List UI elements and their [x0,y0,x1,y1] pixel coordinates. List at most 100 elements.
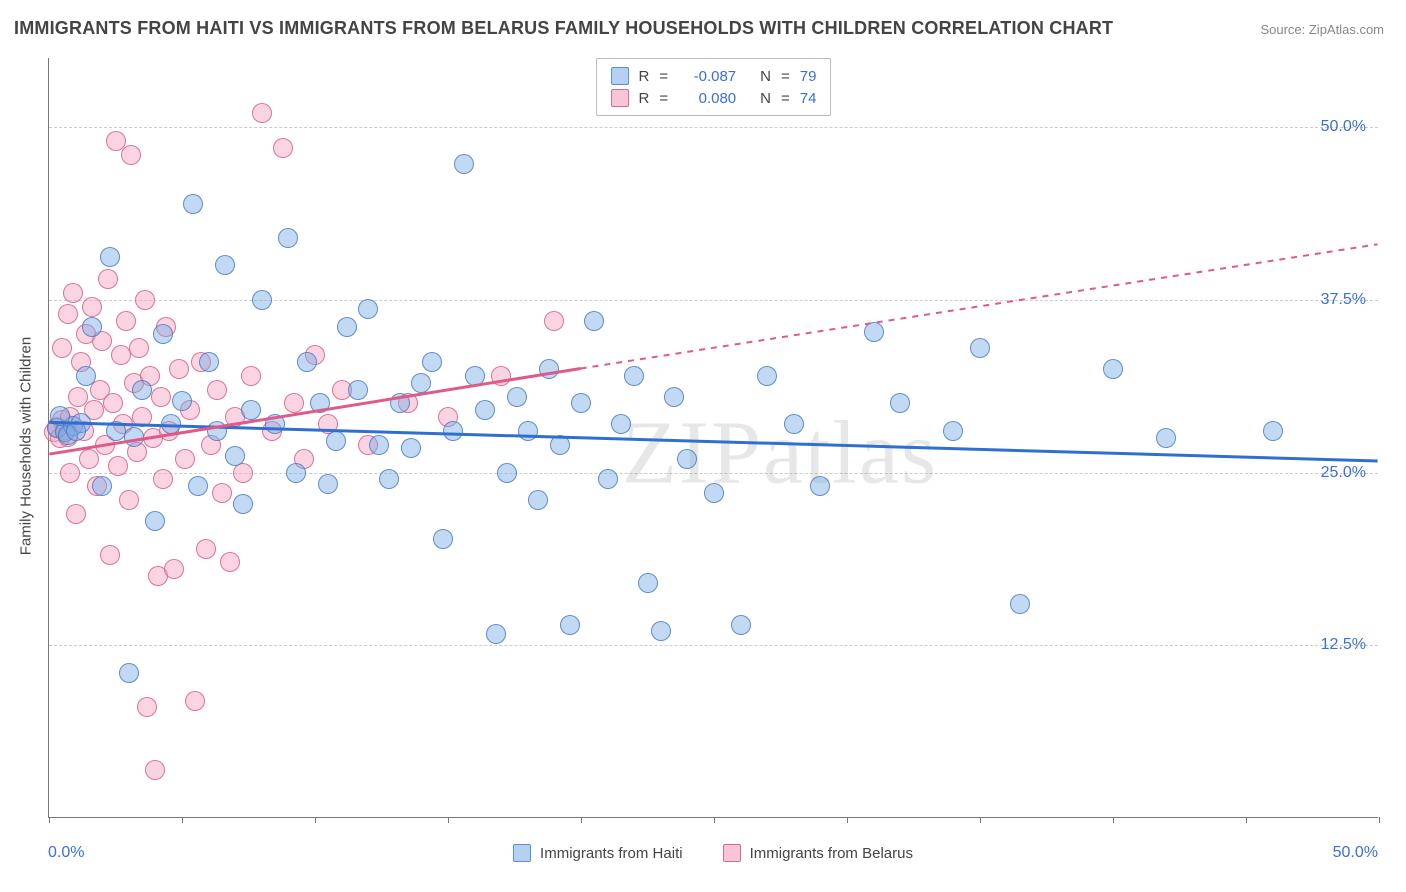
data-point [60,463,80,483]
n-label: N [760,68,771,85]
data-point [153,469,173,489]
data-point [199,352,219,372]
data-point [401,438,421,458]
data-point [164,559,184,579]
equals-sign: = [659,68,668,85]
data-point [278,228,298,248]
data-point [100,247,120,267]
data-point [1103,359,1123,379]
n-value-belarus: 74 [800,90,817,107]
data-point [465,366,485,386]
r-label: R [639,68,650,85]
data-point [638,573,658,593]
data-point [550,435,570,455]
data-point [1263,421,1283,441]
data-point [970,338,990,358]
data-point [310,393,330,413]
data-point [326,431,346,451]
equals-sign: = [659,90,668,107]
data-point [169,359,189,379]
data-point [161,414,181,434]
data-point [507,387,527,407]
data-point [486,624,506,644]
data-point [810,476,830,496]
data-point [379,469,399,489]
data-point [185,691,205,711]
data-point [528,490,548,510]
y-tick-label: 37.5% [1321,291,1366,309]
data-point [100,545,120,565]
data-point [207,421,227,441]
data-point [677,449,697,469]
data-point [890,393,910,413]
data-point [79,449,99,469]
data-point [92,476,112,496]
data-point [124,427,144,447]
data-point [212,483,232,503]
data-point [76,366,96,386]
data-point [704,483,724,503]
data-point [252,290,272,310]
data-point [1156,428,1176,448]
data-point [544,311,564,331]
source-label: Source: ZipAtlas.com [1260,22,1384,37]
correlation-legend: R = -0.087 N = 79 R = 0.080 N = 74 [596,58,832,116]
data-point [318,474,338,494]
data-point [111,345,131,365]
x-tick [847,817,848,823]
data-point [454,154,474,174]
x-tick [182,817,183,823]
data-point [106,421,126,441]
data-point [571,393,591,413]
x-tick [1246,817,1247,823]
data-point [135,290,155,310]
data-point [422,352,442,372]
data-point [66,421,86,441]
equals-sign: = [781,68,790,85]
swatch-blue-icon [513,844,531,862]
data-point [286,463,306,483]
x-axis-legend-row: 0.0% Immigrants from Haiti Immigrants fr… [48,838,1378,868]
x-tick [448,817,449,823]
data-point [50,406,70,426]
gridline [49,300,1378,301]
data-point [358,299,378,319]
data-point [52,338,72,358]
data-point [664,387,684,407]
data-point [116,311,136,331]
data-point [757,366,777,386]
data-point [103,393,123,413]
y-tick-label: 12.5% [1321,636,1366,654]
legend-haiti-label: Immigrants from Haiti [540,845,683,862]
legend-row-belarus: R = 0.080 N = 74 [611,87,817,109]
data-point [611,414,631,434]
data-point [784,414,804,434]
x-tick [315,817,316,823]
data-point [1010,594,1030,614]
data-point [584,311,604,331]
data-point [390,393,410,413]
data-point [82,297,102,317]
x-tick [1379,817,1380,823]
data-point [82,317,102,337]
data-point [252,103,272,123]
legend-belarus: Immigrants from Belarus [723,844,913,862]
data-point [207,380,227,400]
x-max-label: 50.0% [1333,844,1378,862]
x-tick [49,817,50,823]
y-tick-label: 25.0% [1321,464,1366,482]
data-point [188,476,208,496]
chart-title: IMMIGRANTS FROM HAITI VS IMMIGRANTS FROM… [14,18,1113,39]
data-point [348,380,368,400]
data-point [137,697,157,717]
data-point [119,663,139,683]
legend-row-haiti: R = -0.087 N = 79 [611,65,817,87]
r-value-belarus: 0.080 [678,90,736,107]
data-point [284,393,304,413]
swatch-pink-icon [723,844,741,862]
data-point [265,414,285,434]
r-value-haiti: -0.087 [678,68,736,85]
data-point [864,322,884,342]
watermark: ZIPatlas [622,401,938,504]
data-point [175,449,195,469]
